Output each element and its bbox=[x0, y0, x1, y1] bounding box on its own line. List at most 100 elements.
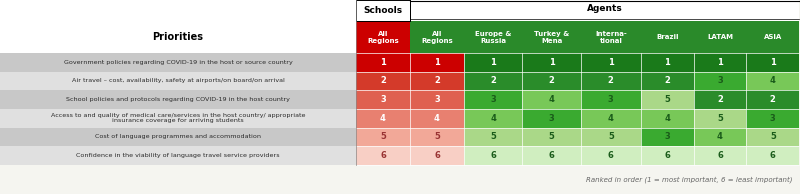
Bar bbox=[522, 90, 581, 109]
Bar bbox=[694, 53, 746, 72]
Bar bbox=[641, 90, 694, 109]
Text: 3: 3 bbox=[434, 95, 440, 104]
Bar bbox=[581, 22, 641, 53]
Bar bbox=[581, 72, 641, 90]
Bar bbox=[464, 53, 522, 72]
Text: 4: 4 bbox=[717, 132, 723, 141]
Text: 2: 2 bbox=[770, 95, 776, 104]
Bar bbox=[356, 22, 410, 53]
Text: Brazil: Brazil bbox=[656, 34, 678, 40]
Bar bbox=[746, 72, 799, 90]
Bar bbox=[746, 53, 799, 72]
Text: 4: 4 bbox=[608, 114, 614, 123]
Bar bbox=[0, 109, 356, 128]
Bar bbox=[0, 128, 356, 146]
Bar bbox=[356, 146, 410, 165]
Text: 4: 4 bbox=[770, 76, 776, 85]
Text: 3: 3 bbox=[380, 95, 386, 104]
Text: 6: 6 bbox=[380, 151, 386, 160]
Text: Priorities: Priorities bbox=[153, 32, 203, 42]
Text: 3: 3 bbox=[770, 114, 776, 123]
Bar bbox=[356, 72, 410, 90]
Bar bbox=[522, 22, 581, 53]
Text: Schools: Schools bbox=[363, 6, 402, 15]
Text: 2: 2 bbox=[717, 95, 723, 104]
Text: 1: 1 bbox=[608, 58, 614, 67]
Text: Turkey &
Mena: Turkey & Mena bbox=[534, 31, 570, 44]
Text: 2: 2 bbox=[490, 76, 496, 85]
Text: 3: 3 bbox=[549, 114, 554, 123]
Text: 2: 2 bbox=[380, 76, 386, 85]
Bar bbox=[694, 22, 746, 53]
Bar bbox=[464, 90, 522, 109]
Text: 3: 3 bbox=[664, 132, 670, 141]
Text: Government policies regarding COVID-19 in the host or source country: Government policies regarding COVID-19 i… bbox=[64, 60, 292, 65]
Text: 1: 1 bbox=[549, 58, 554, 67]
Bar bbox=[356, 90, 410, 109]
Bar bbox=[581, 109, 641, 128]
Text: 6: 6 bbox=[770, 151, 776, 160]
Bar bbox=[0, 0, 799, 22]
Text: 4: 4 bbox=[434, 114, 440, 123]
Bar bbox=[641, 109, 694, 128]
Bar bbox=[746, 22, 799, 53]
Text: Interna-
tional: Interna- tional bbox=[595, 31, 626, 44]
Bar bbox=[522, 53, 581, 72]
Text: 6: 6 bbox=[664, 151, 670, 160]
Text: 2: 2 bbox=[549, 76, 554, 85]
Text: Cost of language programmes and accommodation: Cost of language programmes and accommod… bbox=[95, 134, 261, 139]
Bar bbox=[522, 72, 581, 90]
Bar bbox=[0, 72, 356, 90]
Text: 5: 5 bbox=[608, 132, 614, 141]
Text: Confidence in the viability of language travel service providers: Confidence in the viability of language … bbox=[76, 153, 280, 158]
Bar bbox=[464, 128, 522, 146]
Text: 4: 4 bbox=[549, 95, 554, 104]
Bar bbox=[641, 22, 694, 53]
Bar bbox=[356, 128, 410, 146]
Bar bbox=[410, 109, 464, 128]
Bar bbox=[0, 146, 356, 165]
Bar bbox=[581, 90, 641, 109]
Bar bbox=[464, 109, 522, 128]
Text: 4: 4 bbox=[490, 114, 496, 123]
Text: 1: 1 bbox=[770, 58, 776, 67]
Bar bbox=[581, 128, 641, 146]
Bar bbox=[641, 128, 694, 146]
Bar bbox=[0, 90, 356, 109]
Bar bbox=[356, 53, 410, 72]
Text: LATAM: LATAM bbox=[707, 34, 733, 40]
Text: School policies and protocols regarding COVID-19 in the host country: School policies and protocols regarding … bbox=[66, 97, 290, 102]
Bar bbox=[694, 128, 746, 146]
Bar bbox=[410, 22, 464, 53]
Text: 5: 5 bbox=[664, 95, 670, 104]
Bar bbox=[410, 53, 464, 72]
Bar bbox=[522, 146, 581, 165]
Text: All
Regions: All Regions bbox=[367, 31, 399, 44]
Text: 6: 6 bbox=[490, 151, 496, 160]
Bar bbox=[522, 109, 581, 128]
Text: 6: 6 bbox=[717, 151, 723, 160]
Text: 5: 5 bbox=[490, 132, 496, 141]
Text: 1: 1 bbox=[664, 58, 670, 67]
Text: 1: 1 bbox=[434, 58, 440, 67]
Text: Ranked in order (1 = most important, 6 = least important): Ranked in order (1 = most important, 6 =… bbox=[586, 177, 792, 183]
Text: 1: 1 bbox=[490, 58, 496, 67]
Text: 4: 4 bbox=[664, 114, 670, 123]
Text: Air travel – cost, availability, safety at airports/on board/on arrival: Air travel – cost, availability, safety … bbox=[71, 78, 285, 83]
Bar bbox=[522, 128, 581, 146]
Bar bbox=[464, 146, 522, 165]
Bar bbox=[694, 109, 746, 128]
Bar bbox=[746, 146, 799, 165]
Bar bbox=[641, 146, 694, 165]
Text: 6: 6 bbox=[434, 151, 440, 160]
Text: 4: 4 bbox=[380, 114, 386, 123]
Bar bbox=[694, 90, 746, 109]
Text: 3: 3 bbox=[608, 95, 614, 104]
Bar bbox=[0, 53, 356, 72]
Bar bbox=[581, 146, 641, 165]
Text: 2: 2 bbox=[664, 76, 670, 85]
Bar bbox=[581, 53, 641, 72]
Text: 2: 2 bbox=[608, 76, 614, 85]
Bar bbox=[746, 90, 799, 109]
Bar bbox=[694, 146, 746, 165]
